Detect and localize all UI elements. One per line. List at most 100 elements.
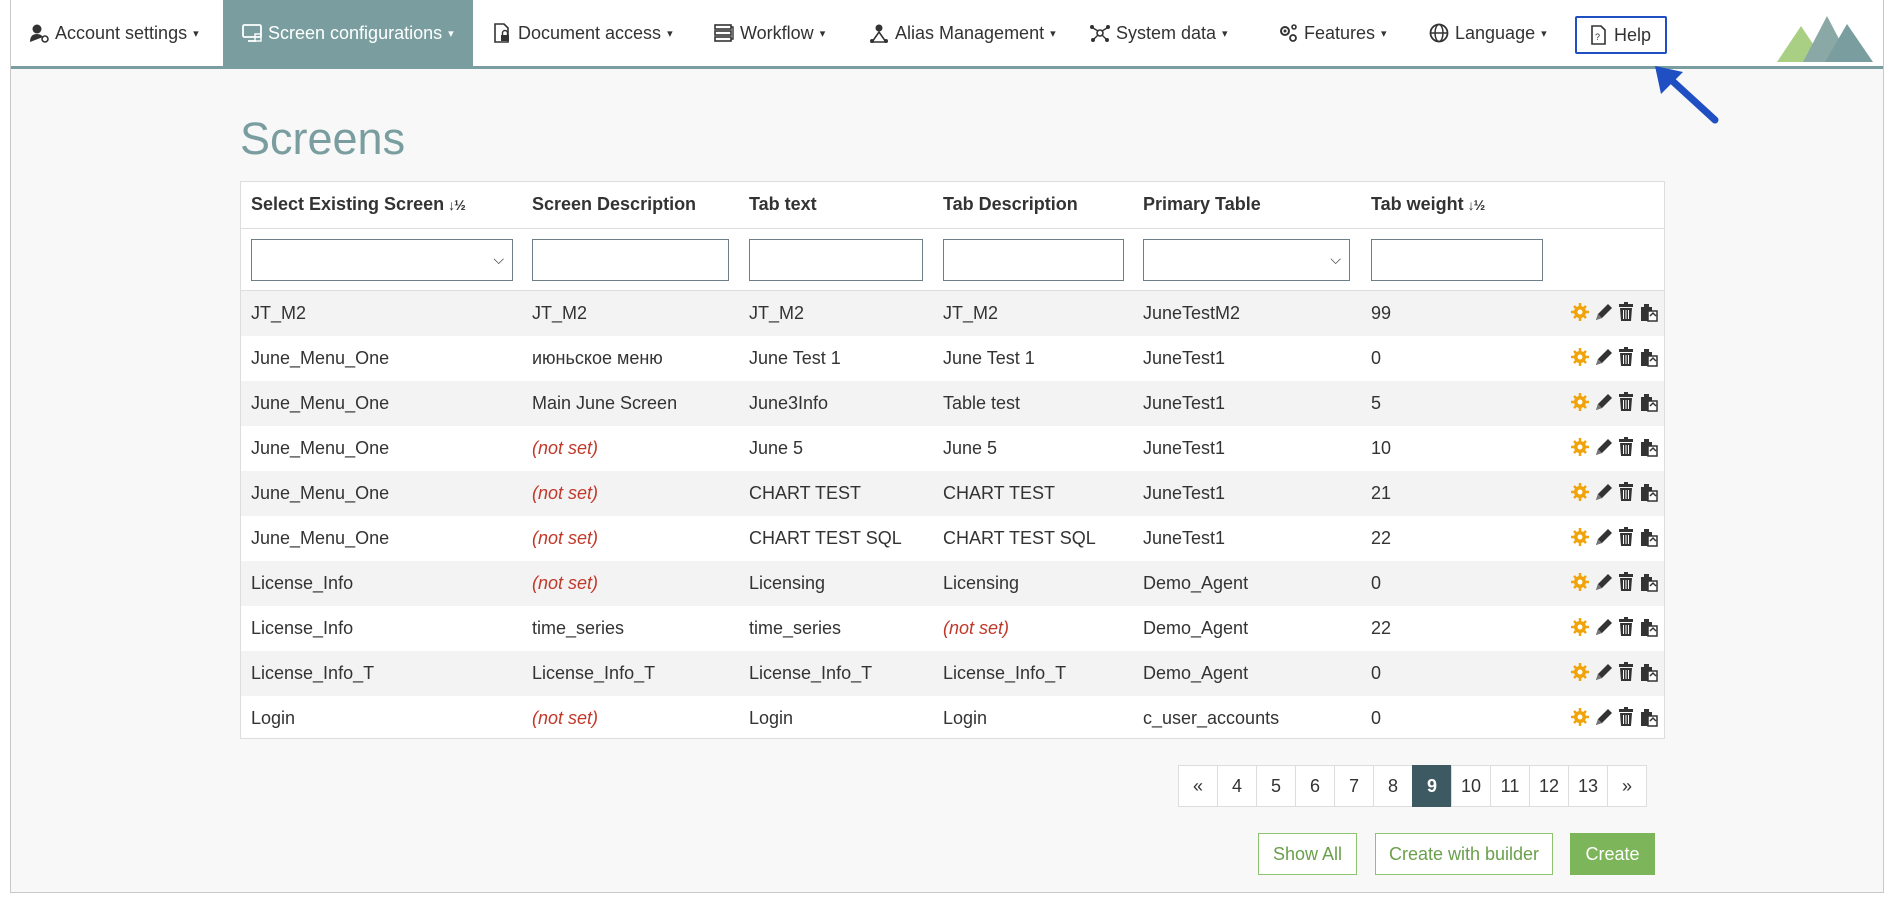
nav-language[interactable]: Language ▾ xyxy=(1424,0,1551,66)
settings-gear-icon[interactable] xyxy=(1570,436,1590,458)
delete-trash-icon[interactable] xyxy=(1616,661,1636,683)
col-header-primary-table: Primary Table xyxy=(1143,194,1261,214)
create-with-builder-button[interactable]: Create with builder xyxy=(1375,833,1553,875)
create-button[interactable]: Create xyxy=(1570,833,1655,875)
nav-alias-management[interactable]: Alias Management ▾ xyxy=(864,0,1060,66)
pagination-page[interactable]: 5 xyxy=(1256,765,1296,807)
copy-paste-icon[interactable] xyxy=(1639,661,1659,683)
edit-pencil-icon[interactable] xyxy=(1593,346,1613,368)
delete-trash-icon[interactable] xyxy=(1616,571,1636,593)
table-row[interactable]: Login (not set) Login Login c_user_accounts 0 xyxy=(241,696,1664,741)
settings-gear-icon[interactable] xyxy=(1570,661,1590,683)
delete-trash-icon[interactable] xyxy=(1616,616,1636,638)
pagination-page[interactable]: 11 xyxy=(1490,765,1530,807)
table-row[interactable]: License_Info_T License_Info_T License_Info… xyxy=(241,651,1664,696)
sort-icon: ↓½ xyxy=(1467,197,1486,213)
copy-paste-icon[interactable] xyxy=(1639,301,1659,323)
pagination-page[interactable]: 7 xyxy=(1334,765,1374,807)
table-row[interactable]: June_Menu_One июньское меню June Test 1 Jun… xyxy=(241,336,1664,381)
cell-tab-weight: 0 xyxy=(1371,573,1382,593)
tab-description-filter-input[interactable] xyxy=(943,239,1124,281)
globe-icon xyxy=(1428,22,1450,44)
settings-gear-icon[interactable] xyxy=(1570,391,1590,413)
edit-pencil-icon[interactable] xyxy=(1593,661,1613,683)
settings-gear-icon[interactable] xyxy=(1570,526,1590,548)
settings-gear-icon[interactable] xyxy=(1570,616,1590,638)
settings-gear-icon[interactable] xyxy=(1570,346,1590,368)
edit-pencil-icon[interactable] xyxy=(1593,436,1613,458)
edit-pencil-icon[interactable] xyxy=(1593,526,1613,548)
settings-gear-icon[interactable] xyxy=(1570,481,1590,503)
nav-system-data[interactable]: System data ▾ xyxy=(1085,0,1232,66)
network-icon xyxy=(1089,22,1111,44)
copy-paste-icon[interactable] xyxy=(1639,571,1659,593)
cell-screen: June_Menu_One xyxy=(251,438,390,458)
cell-tab-text: License_Info_T xyxy=(749,663,873,683)
edit-pencil-icon[interactable] xyxy=(1593,391,1613,413)
cell-screen: JT_M2 xyxy=(251,303,307,323)
cell-screen: License_Info xyxy=(251,573,354,593)
cell-description: (not set) xyxy=(532,573,599,593)
table-row[interactable]: JT_M2 JT_M2 JT_M2 JT_M2 JuneTestM2 99 xyxy=(241,291,1664,336)
cell-tab-description: CHART TEST xyxy=(943,483,1056,503)
col-header-tab-text: Tab text xyxy=(749,194,817,214)
copy-paste-icon[interactable] xyxy=(1639,706,1659,728)
table-row[interactable]: License_Info time_series time_series (not s… xyxy=(241,606,1664,651)
pagination-next[interactable]: » xyxy=(1607,765,1647,807)
pagination-page[interactable]: 9 xyxy=(1412,765,1452,807)
cell-tab-description: June Test 1 xyxy=(943,348,1035,368)
copy-paste-icon[interactable] xyxy=(1639,526,1659,548)
copy-paste-icon[interactable] xyxy=(1639,436,1659,458)
primary-table-filter-select[interactable]: ⌵ xyxy=(1143,239,1350,281)
screens-table: Select Existing Screen ↓½ Screen Descript… xyxy=(240,181,1665,739)
settings-gear-icon[interactable] xyxy=(1570,301,1590,323)
pagination-page[interactable]: 13 xyxy=(1568,765,1608,807)
table-row[interactable]: June_Menu_One (not set) CHART TEST SQL CHAR… xyxy=(241,516,1664,561)
copy-paste-icon[interactable] xyxy=(1639,346,1659,368)
pagination-page[interactable]: 8 xyxy=(1373,765,1413,807)
nav-workflow[interactable]: Workflow ▾ xyxy=(709,0,829,66)
delete-trash-icon[interactable] xyxy=(1616,301,1636,323)
pagination-page[interactable]: 10 xyxy=(1451,765,1491,807)
edit-pencil-icon[interactable] xyxy=(1593,571,1613,593)
edit-pencil-icon[interactable] xyxy=(1593,706,1613,728)
show-all-button[interactable]: Show All xyxy=(1258,833,1357,875)
delete-trash-icon[interactable] xyxy=(1616,481,1636,503)
copy-paste-icon[interactable] xyxy=(1639,481,1659,503)
pagination-prev[interactable]: « xyxy=(1178,765,1218,807)
table-row[interactable]: June_Menu_One (not set) June 5 June 5 JuneTe… xyxy=(241,426,1664,471)
row-actions xyxy=(1570,616,1659,638)
table-row[interactable]: June_Menu_One Main June Screen June3Info Ta… xyxy=(241,381,1664,426)
tab-text-filter-input[interactable] xyxy=(749,239,923,281)
nav-document-access[interactable]: Document access ▾ xyxy=(487,0,677,66)
nav-screen-configurations[interactable]: Screen configurations ▾ xyxy=(223,0,473,66)
pagination-page[interactable]: 6 xyxy=(1295,765,1335,807)
col-header-tab-weight[interactable]: Tab weight ↓½ xyxy=(1371,194,1486,215)
edit-pencil-icon[interactable] xyxy=(1593,616,1613,638)
cell-description: июньское меню xyxy=(532,348,663,368)
edit-pencil-icon[interactable] xyxy=(1593,301,1613,323)
edit-pencil-icon[interactable] xyxy=(1593,481,1613,503)
table-row[interactable]: June_Menu_One (not set) CHART TEST CHART TE… xyxy=(241,471,1664,516)
nav-help[interactable]: ? Help xyxy=(1575,16,1668,54)
delete-trash-icon[interactable] xyxy=(1616,346,1636,368)
delete-trash-icon[interactable] xyxy=(1616,526,1636,548)
table-row[interactable]: License_Info (not set) Licensing Licensing D… xyxy=(241,561,1664,606)
delete-trash-icon[interactable] xyxy=(1616,391,1636,413)
pagination-page[interactable]: 12 xyxy=(1529,765,1569,807)
nav-features[interactable]: Features ▾ xyxy=(1273,0,1391,66)
copy-paste-icon[interactable] xyxy=(1639,391,1659,413)
screen-filter-select[interactable]: ⌵ xyxy=(251,239,513,281)
settings-gear-icon[interactable] xyxy=(1570,706,1590,728)
copy-paste-icon[interactable] xyxy=(1639,616,1659,638)
delete-trash-icon[interactable] xyxy=(1616,706,1636,728)
nav-label: Screen configurations xyxy=(268,22,443,43)
nav-account-settings[interactable]: Account settings ▾ xyxy=(24,0,203,66)
caret-down-icon: ▾ xyxy=(819,27,826,40)
description-filter-input[interactable] xyxy=(532,239,729,281)
col-header-screen[interactable]: Select Existing Screen ↓½ xyxy=(251,194,466,215)
tab-weight-filter-input[interactable] xyxy=(1371,239,1543,281)
settings-gear-icon[interactable] xyxy=(1570,571,1590,593)
pagination-page[interactable]: 4 xyxy=(1217,765,1257,807)
delete-trash-icon[interactable] xyxy=(1616,436,1636,458)
